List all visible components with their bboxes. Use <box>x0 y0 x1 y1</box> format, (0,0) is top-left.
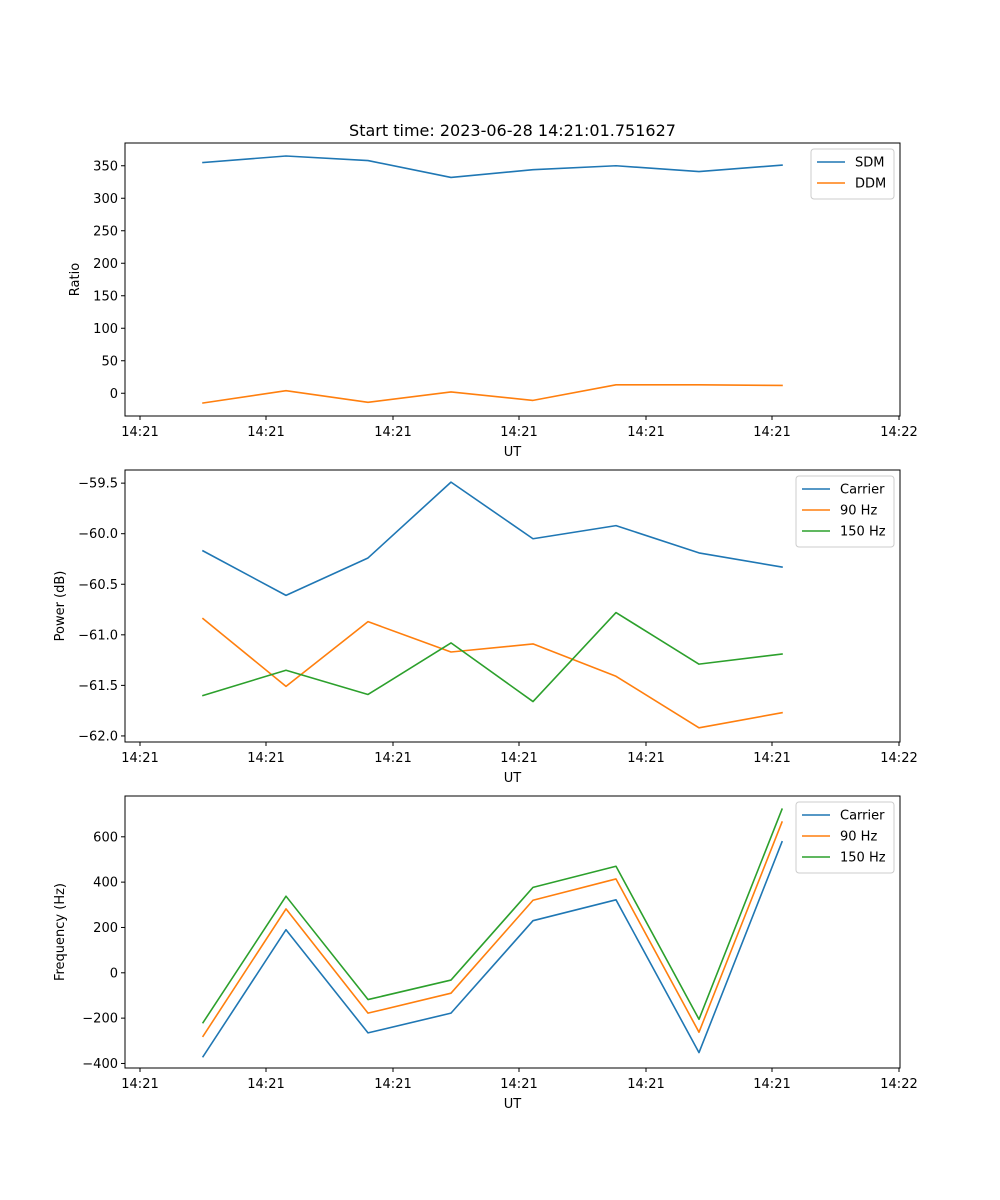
chart-panel-3: −400 −200 0 200 400 600 14:21 14:21 14:21 14:21 14… <box>53 795 918 1112</box>
x-tick-label: 14:21 <box>374 425 411 440</box>
y-tick-label: −60.0 <box>78 527 118 542</box>
legend-label: DDM <box>855 177 886 192</box>
x-tick-label: 14:21 <box>500 425 537 440</box>
legend: SDM DDM <box>810 148 895 200</box>
legend-box <box>795 801 895 874</box>
y-tick-label: 50 <box>101 354 118 369</box>
series-line-carrier <box>201 481 783 597</box>
legend: Carrier 90 Hz 150 Hz <box>795 801 895 874</box>
series-line-ddm <box>202 383 783 404</box>
legend-label: 90 Hz <box>840 830 877 845</box>
legend-label: 150 Hz <box>840 851 886 866</box>
x-tick-label: 14:21 <box>627 751 664 766</box>
legend: Carrier 90 Hz 150 Hz <box>795 475 895 548</box>
axes-frame <box>124 795 901 1069</box>
y-axis-label: Power (dB) <box>53 571 68 642</box>
legend-label: 150 Hz <box>840 525 886 540</box>
x-tick-label: 14:21 <box>247 425 284 440</box>
x-axis-label: UT <box>504 771 522 786</box>
series-line-150-hz <box>202 611 783 703</box>
y-tick-label: 250 <box>93 224 118 239</box>
x-tick-label: 14:21 <box>627 1077 664 1092</box>
chart-panel-2: −62.0 −61.5 −61.0 −60.5 −60.0 −59.5 14:21 14:21… <box>53 469 918 786</box>
y-tick-label: −61.0 <box>78 628 118 643</box>
y-tick-label: 600 <box>93 830 118 845</box>
x-tick-label: 14:21 <box>247 751 284 766</box>
x-axis-label: UT <box>504 445 522 460</box>
x-tick-label: 14:21 <box>753 1077 790 1092</box>
y-tick-label: 200 <box>93 257 118 272</box>
y-tick-label: −61.5 <box>78 679 118 694</box>
x-tick-label: 14:21 <box>500 1077 537 1092</box>
y-tick-label: 200 <box>93 921 118 936</box>
y-tick-label: −400 <box>82 1057 118 1072</box>
legend-label: SDM <box>855 156 884 171</box>
x-tick-label: 14:22 <box>880 1077 917 1092</box>
x-tick-label: 14:21 <box>627 425 664 440</box>
x-tick-label: 14:21 <box>374 751 411 766</box>
y-tick-label: 100 <box>93 322 118 337</box>
legend-label: Carrier <box>840 809 885 824</box>
axes-frame <box>124 469 901 743</box>
chart-panel-1: Start time: 2023-06-28 14:21:01.751627 0 5… <box>68 121 918 460</box>
x-tick-label: 14:21 <box>121 425 158 440</box>
y-tick-label: 400 <box>93 876 118 891</box>
y-axis-label: Ratio <box>68 263 83 296</box>
y-tick-label: 300 <box>93 192 118 207</box>
series-line-90-hz <box>201 617 783 729</box>
legend-label: Carrier <box>840 483 885 498</box>
y-tick-label: −200 <box>82 1012 118 1027</box>
y-tick-label: −59.5 <box>78 477 118 492</box>
legend-box <box>795 475 895 548</box>
x-tick-label: 14:21 <box>247 1077 284 1092</box>
x-axis-label: UT <box>504 1097 522 1112</box>
y-tick-label: 350 <box>93 159 118 174</box>
y-tick-label: −62.0 <box>78 729 118 744</box>
series-line-150-hz <box>201 808 784 1024</box>
series-line-sdm <box>202 155 783 179</box>
x-tick-label: 14:21 <box>121 751 158 766</box>
y-tick-label: 0 <box>110 387 118 402</box>
series-line-90-hz <box>201 821 784 1038</box>
legend-label: 90 Hz <box>840 504 877 519</box>
y-tick-label: −60.5 <box>78 578 118 593</box>
y-tick-label: 150 <box>93 289 118 304</box>
axes-frame <box>124 142 901 417</box>
x-tick-label: 14:21 <box>753 425 790 440</box>
chart-title: Start time: 2023-06-28 14:21:01.751627 <box>349 121 676 140</box>
x-tick-label: 14:22 <box>880 751 917 766</box>
x-tick-label: 14:21 <box>374 1077 411 1092</box>
y-axis-label: Frequency (Hz) <box>53 883 68 981</box>
x-tick-label: 14:21 <box>753 751 790 766</box>
x-tick-label: 14:22 <box>880 425 917 440</box>
x-tick-label: 14:21 <box>121 1077 158 1092</box>
x-tick-label: 14:21 <box>500 751 537 766</box>
y-tick-label: 0 <box>110 966 118 981</box>
series-line-carrier <box>201 840 784 1058</box>
